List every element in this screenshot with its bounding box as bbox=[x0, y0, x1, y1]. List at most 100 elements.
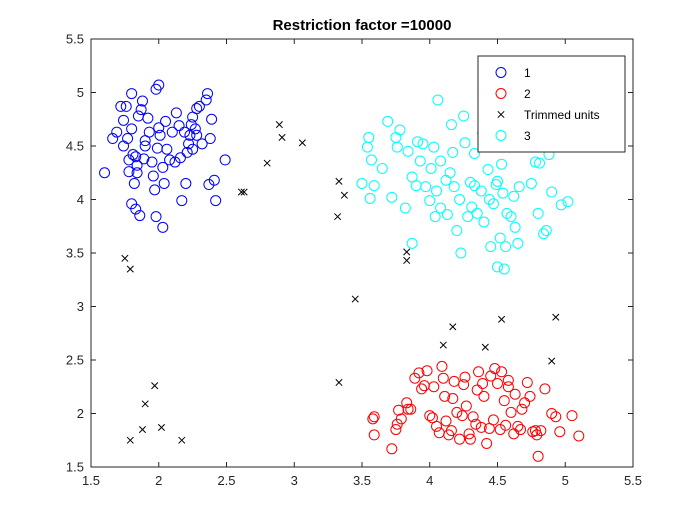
point-3 bbox=[562, 196, 574, 208]
point-trimmed-units-stroke-b bbox=[351, 295, 359, 303]
legend-label-1: 1 bbox=[524, 66, 531, 80]
point-trimmed-units bbox=[263, 159, 271, 167]
legend-label-3: 3 bbox=[524, 129, 531, 143]
x-tick-label: 2 bbox=[155, 473, 162, 488]
point-1 bbox=[157, 221, 169, 233]
point-trimmed-units-stroke-b bbox=[126, 265, 134, 273]
series-2 bbox=[367, 360, 585, 462]
point-2 bbox=[386, 443, 398, 455]
point-trimmed-units bbox=[403, 248, 411, 256]
point-trimmed-units bbox=[498, 315, 506, 323]
point-trimmed-units bbox=[275, 121, 283, 129]
point-3 bbox=[356, 177, 368, 189]
point-trimmed-units-stroke-b bbox=[449, 323, 457, 331]
point-2 bbox=[532, 450, 544, 462]
point-3 bbox=[546, 186, 558, 198]
y-tick-label: 2 bbox=[77, 406, 84, 421]
point-1 bbox=[191, 103, 203, 115]
legend-label-2: 2 bbox=[524, 87, 531, 101]
point-3 bbox=[394, 124, 406, 136]
point-3 bbox=[386, 191, 398, 203]
point-3 bbox=[445, 119, 457, 131]
point-3 bbox=[363, 131, 375, 143]
point-trimmed-units bbox=[439, 341, 447, 349]
point-trimmed-units bbox=[126, 265, 134, 273]
point-3 bbox=[368, 180, 380, 192]
point-2 bbox=[502, 381, 514, 393]
point-1 bbox=[143, 126, 155, 138]
point-1 bbox=[173, 120, 185, 132]
point-2 bbox=[481, 437, 493, 449]
point-3 bbox=[487, 198, 499, 210]
point-trimmed-units bbox=[481, 343, 489, 351]
point-3 bbox=[462, 211, 474, 223]
point-1 bbox=[219, 154, 231, 166]
point-3 bbox=[441, 208, 453, 220]
point-2 bbox=[539, 383, 551, 395]
point-trimmed-units-stroke-b bbox=[403, 256, 411, 265]
point-2 bbox=[428, 381, 440, 393]
point-2 bbox=[439, 390, 451, 402]
data-points bbox=[99, 79, 585, 462]
point-trimmed-units bbox=[335, 177, 343, 185]
y-tick-label: 5.5 bbox=[66, 32, 84, 47]
point-3 bbox=[435, 202, 447, 214]
point-2 bbox=[436, 360, 448, 372]
point-trimmed-units bbox=[178, 436, 186, 444]
point-3 bbox=[454, 194, 466, 205]
point-2 bbox=[515, 424, 527, 436]
point-1 bbox=[149, 184, 161, 196]
point-trimmed-units-stroke-b bbox=[335, 177, 343, 185]
point-1 bbox=[134, 210, 146, 222]
point-3 bbox=[494, 232, 506, 244]
point-1 bbox=[118, 114, 130, 126]
point-3 bbox=[412, 136, 424, 148]
point-trimmed-units bbox=[141, 400, 149, 408]
point-trimmed-units bbox=[237, 188, 245, 196]
point-1 bbox=[210, 195, 222, 207]
legend-marker-trimmed-units bbox=[497, 110, 505, 119]
point-3 bbox=[432, 94, 444, 106]
y-tick-label: 2.5 bbox=[66, 353, 84, 368]
point-2 bbox=[550, 411, 562, 423]
series-1 bbox=[99, 79, 231, 233]
point-3 bbox=[496, 158, 508, 170]
legend-marker-3 bbox=[495, 130, 507, 141]
point-2 bbox=[421, 365, 433, 377]
point-2 bbox=[459, 371, 471, 383]
point-trimmed-units bbox=[138, 425, 147, 434]
point-1 bbox=[139, 140, 151, 152]
y-tick-label: 4.5 bbox=[66, 139, 84, 154]
point-3 bbox=[364, 192, 376, 204]
point-3 bbox=[429, 211, 441, 223]
point-trimmed-units-stroke-b bbox=[178, 436, 186, 444]
legend-box bbox=[477, 55, 626, 153]
point-3 bbox=[417, 138, 429, 150]
point-2 bbox=[445, 425, 457, 437]
point-2 bbox=[367, 413, 379, 425]
point-2 bbox=[456, 410, 468, 422]
point-trimmed-units-stroke-b bbox=[403, 248, 411, 256]
point-trimmed-units bbox=[340, 191, 348, 199]
point-1 bbox=[206, 113, 218, 125]
point-trimmed-units-stroke-b bbox=[439, 341, 447, 349]
point-2 bbox=[402, 403, 414, 415]
x-tick-label: 4.5 bbox=[488, 473, 506, 488]
point-trimmed-units bbox=[126, 436, 134, 444]
point-2 bbox=[401, 397, 413, 409]
y-tick-label: 3.5 bbox=[66, 246, 84, 261]
point-2 bbox=[463, 428, 475, 440]
point-1 bbox=[146, 156, 158, 168]
legend-marker-1 bbox=[495, 67, 507, 78]
point-2 bbox=[368, 411, 380, 423]
point-1 bbox=[193, 100, 205, 112]
point-3 bbox=[512, 237, 524, 249]
point-1 bbox=[131, 167, 143, 179]
point-1 bbox=[174, 152, 186, 164]
point-1 bbox=[128, 177, 140, 189]
point-3 bbox=[498, 263, 510, 275]
point-1 bbox=[200, 94, 212, 106]
x-tick-label: 5 bbox=[562, 473, 569, 488]
point-1 bbox=[138, 153, 150, 165]
point-trimmed-units-stroke-b bbox=[275, 121, 283, 129]
